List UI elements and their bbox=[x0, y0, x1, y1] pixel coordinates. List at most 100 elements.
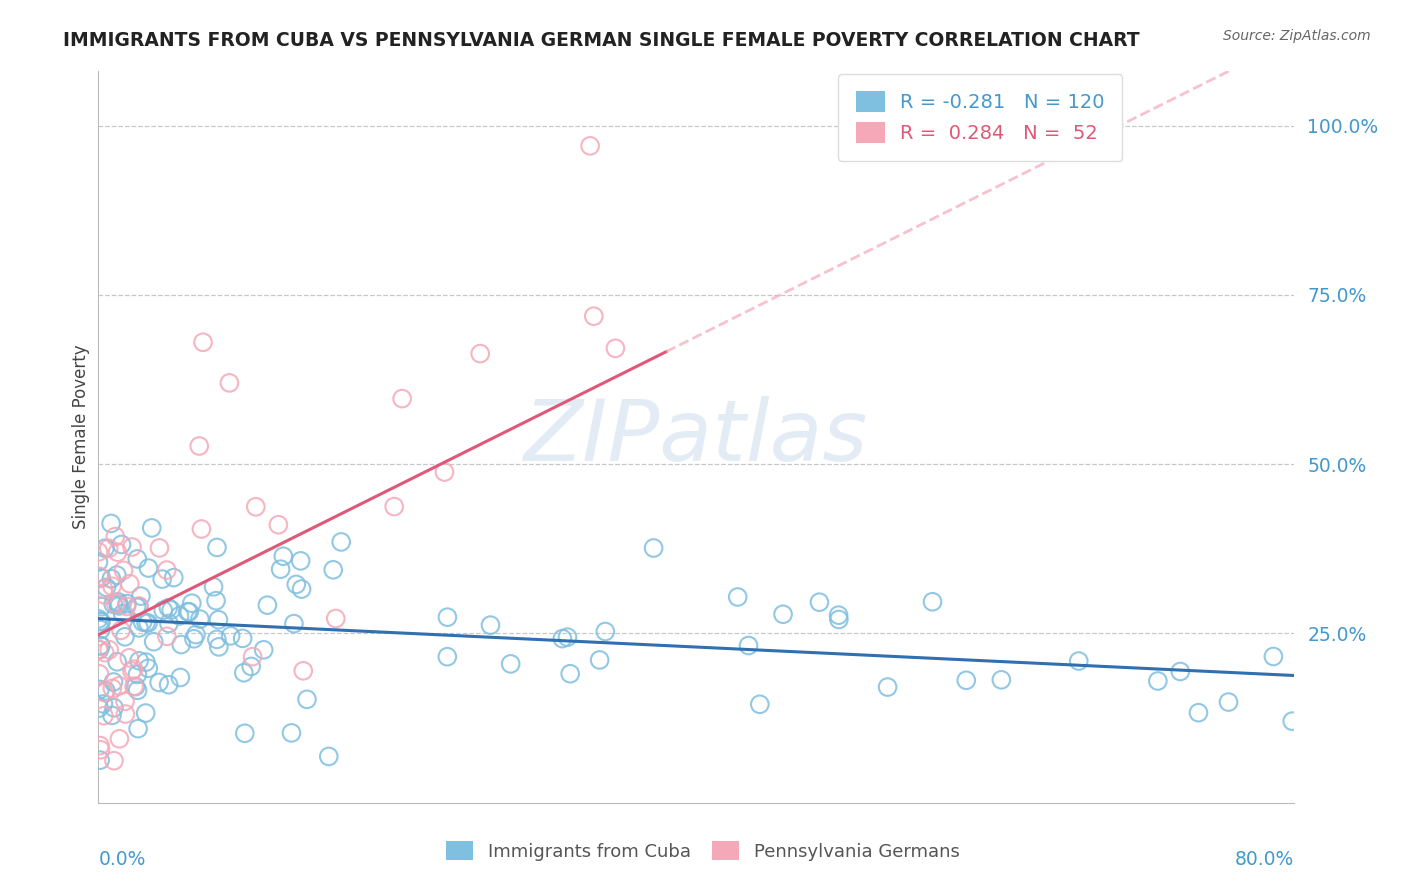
Point bbox=[1147, 673, 1170, 688]
Point bbox=[90, 623, 112, 637]
Point bbox=[90, 571, 112, 585]
Point bbox=[89, 701, 111, 715]
Point bbox=[557, 630, 579, 644]
Point bbox=[87, 555, 110, 569]
Point bbox=[156, 563, 179, 577]
Point bbox=[382, 500, 405, 514]
Point bbox=[253, 642, 276, 657]
Point bbox=[208, 640, 231, 654]
Point bbox=[114, 694, 136, 708]
Point bbox=[103, 675, 125, 690]
Point bbox=[108, 599, 131, 613]
Point bbox=[595, 624, 617, 639]
Point bbox=[100, 572, 122, 586]
Point bbox=[93, 582, 115, 596]
Point bbox=[245, 500, 267, 514]
Point bbox=[499, 657, 522, 671]
Point bbox=[256, 598, 278, 612]
Point bbox=[157, 600, 180, 615]
Point bbox=[107, 597, 129, 611]
Point bbox=[89, 639, 111, 653]
Point bbox=[280, 726, 302, 740]
Point bbox=[202, 580, 225, 594]
Point bbox=[242, 649, 264, 664]
Point bbox=[205, 541, 228, 555]
Point bbox=[103, 754, 125, 768]
Point bbox=[218, 376, 240, 390]
Point bbox=[295, 692, 318, 706]
Point bbox=[87, 545, 110, 559]
Point bbox=[94, 683, 117, 698]
Point bbox=[101, 681, 124, 696]
Point bbox=[292, 664, 315, 678]
Point bbox=[479, 618, 502, 632]
Point bbox=[876, 680, 898, 694]
Point bbox=[183, 632, 205, 646]
Legend: Immigrants from Cuba, Pennsylvania Germans: Immigrants from Cuba, Pennsylvania Germa… bbox=[437, 831, 969, 870]
Point bbox=[136, 661, 159, 675]
Point bbox=[190, 522, 212, 536]
Point bbox=[107, 545, 129, 559]
Point bbox=[160, 603, 183, 617]
Point bbox=[148, 541, 170, 555]
Point bbox=[921, 595, 943, 609]
Point bbox=[138, 561, 160, 575]
Point bbox=[127, 667, 149, 681]
Point bbox=[436, 610, 458, 624]
Point bbox=[122, 679, 145, 693]
Legend: R = -0.281   N = 120, R =  0.284   N =  52: R = -0.281 N = 120, R = 0.284 N = 52 bbox=[838, 74, 1122, 161]
Point bbox=[110, 624, 132, 638]
Point bbox=[582, 309, 605, 323]
Point bbox=[191, 335, 214, 350]
Point bbox=[148, 675, 170, 690]
Point bbox=[111, 607, 134, 621]
Point bbox=[169, 670, 191, 684]
Point bbox=[103, 597, 125, 611]
Point bbox=[188, 439, 211, 453]
Point bbox=[207, 613, 229, 627]
Point bbox=[808, 595, 831, 609]
Point bbox=[93, 708, 115, 723]
Text: 0.0%: 0.0% bbox=[98, 850, 146, 870]
Point bbox=[90, 615, 112, 629]
Point bbox=[748, 698, 770, 712]
Point bbox=[135, 706, 157, 720]
Point bbox=[1281, 714, 1303, 728]
Point bbox=[142, 634, 165, 648]
Point bbox=[330, 535, 353, 549]
Point bbox=[89, 642, 111, 657]
Point bbox=[141, 521, 163, 535]
Point bbox=[118, 650, 141, 665]
Text: ZIPatlas: ZIPatlas bbox=[524, 395, 868, 479]
Point bbox=[125, 599, 148, 614]
Point bbox=[470, 346, 492, 360]
Point bbox=[560, 666, 582, 681]
Point bbox=[89, 614, 111, 628]
Point bbox=[89, 739, 111, 753]
Point bbox=[283, 616, 305, 631]
Point bbox=[170, 638, 193, 652]
Point bbox=[433, 465, 456, 479]
Point bbox=[93, 697, 115, 711]
Point bbox=[179, 605, 201, 619]
Point bbox=[114, 630, 136, 644]
Point bbox=[588, 653, 610, 667]
Point bbox=[827, 608, 849, 623]
Point bbox=[150, 572, 173, 586]
Text: Source: ZipAtlas.com: Source: ZipAtlas.com bbox=[1223, 29, 1371, 43]
Point bbox=[104, 530, 127, 544]
Point bbox=[128, 599, 150, 613]
Point bbox=[135, 615, 157, 630]
Point bbox=[205, 593, 228, 607]
Point bbox=[115, 597, 138, 611]
Point bbox=[290, 554, 312, 568]
Point bbox=[177, 605, 200, 619]
Point bbox=[107, 595, 129, 609]
Point bbox=[271, 549, 294, 564]
Point bbox=[240, 659, 263, 673]
Point bbox=[232, 632, 254, 646]
Point bbox=[219, 629, 242, 643]
Point bbox=[391, 392, 413, 406]
Point bbox=[180, 596, 202, 610]
Point bbox=[121, 540, 143, 554]
